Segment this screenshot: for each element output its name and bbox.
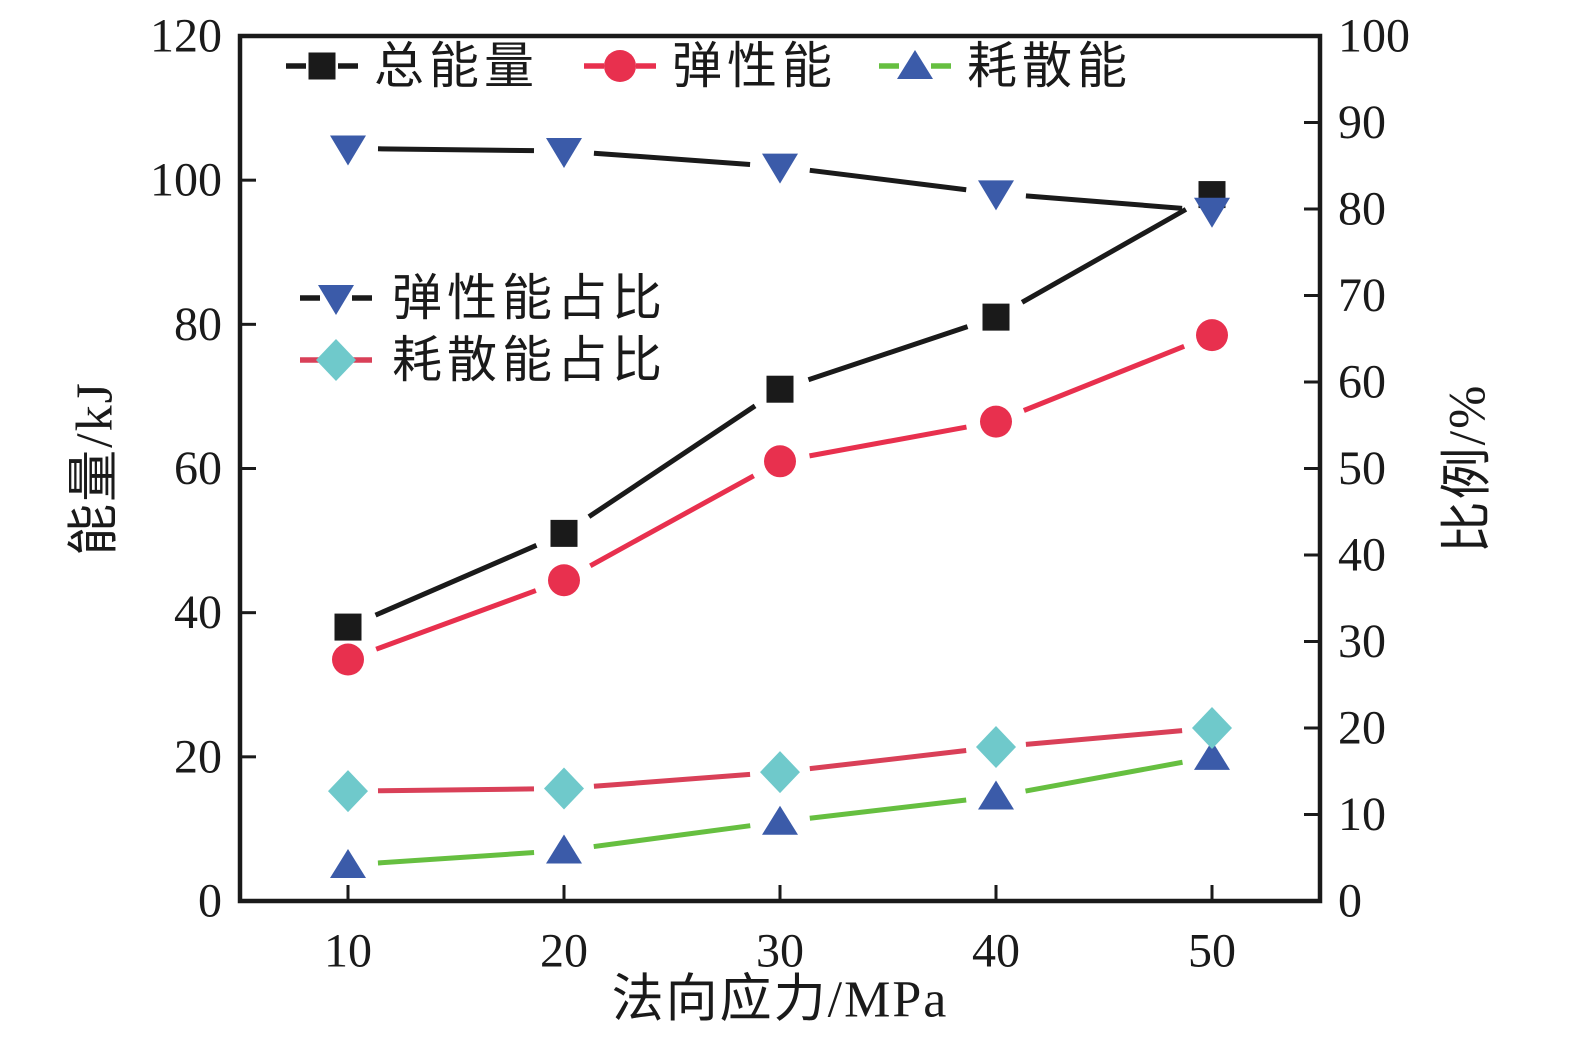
legend-diamond-icon <box>316 339 356 381</box>
elastic-energy-line <box>375 343 1186 652</box>
total-energy-markers <box>334 181 1226 641</box>
legend-square-icon <box>308 52 336 80</box>
legend-label-dissipated-energy-ratio: 耗散能占比 <box>392 332 667 388</box>
right-axis-tick-label: 40 <box>1338 529 1386 582</box>
elastic-energy-ratio-marker <box>546 138 582 169</box>
elastic-energy-segment <box>809 424 967 459</box>
x-axis-title: 法向应力/MPa <box>612 972 949 1029</box>
dissipated-energy-marker <box>546 834 582 864</box>
elastic-energy-ratio-segment <box>593 150 751 167</box>
total-energy-segment <box>807 324 969 383</box>
x-axis-tick-label: 50 <box>1188 925 1236 978</box>
legend-label-elastic-energy-ratio: 弹性能占比 <box>392 270 667 326</box>
dissipated-energy-ratio-segment <box>809 748 967 772</box>
legend-circle-icon <box>604 50 636 82</box>
dissipated-energy-segment <box>1025 759 1183 794</box>
x-axis-tick-label: 20 <box>540 925 588 978</box>
dissipated-energy-marker <box>762 805 798 835</box>
right-axis-tick-label: 0 <box>1338 875 1362 928</box>
elastic-energy-ratio-line <box>377 146 1183 211</box>
legend-item-elastic-energy: 弹性能 <box>584 38 837 94</box>
dissipated-energy-line <box>377 759 1183 866</box>
dissipated-energy-ratio-marker <box>976 726 1016 769</box>
legend-triangle-up-icon <box>897 50 933 79</box>
legend-label-dissipated-energy: 耗散能 <box>967 38 1132 94</box>
elastic-energy-segment <box>375 588 537 652</box>
dissipated-energy-segment <box>593 823 751 850</box>
total-energy-marker <box>766 375 794 403</box>
right-axis-tick-label: 50 <box>1338 442 1386 495</box>
elastic-energy-ratio-segment <box>809 167 967 193</box>
left-axis-tick-label: 0 <box>198 875 222 928</box>
legend-label-total-energy: 总能量 <box>374 38 539 94</box>
total-energy-segment <box>374 543 538 618</box>
left-axis-tick-label: 60 <box>174 442 222 495</box>
dissipated-energy-ratio-segment <box>593 771 751 789</box>
dissipated-energy-marker <box>978 780 1014 810</box>
dissipated-energy-ratio-marker <box>760 751 800 794</box>
elastic-energy-ratio-markers <box>330 135 1230 228</box>
dissipated-energy-ratio-line <box>377 728 1183 794</box>
left-axis-tick-label: 20 <box>174 730 222 783</box>
dissipated-energy-ratio-markers <box>328 707 1232 813</box>
right-axis-tick-label: 60 <box>1338 356 1386 409</box>
total-energy-segment <box>1020 207 1188 305</box>
dissipated-energy-ratio-segment <box>377 786 535 794</box>
elastic-energy-ratio-marker <box>978 180 1014 211</box>
dissipated-energy-segment <box>377 850 535 866</box>
dissipated-energy-ratio-marker <box>1192 707 1232 749</box>
x-axis-tick-label: 30 <box>756 925 804 978</box>
total-energy-segment <box>587 403 757 519</box>
elastic-energy-marker <box>332 643 364 676</box>
elastic-energy-segment <box>589 473 755 568</box>
x-axis-tick-label: 10 <box>324 925 372 978</box>
total-energy-marker <box>550 519 578 547</box>
dissipated-energy-segment <box>809 797 967 821</box>
legend-item-dissipated-energy-ratio: 耗散能占比 <box>300 332 667 388</box>
right-axis-tick-label: 20 <box>1338 702 1386 755</box>
left-axis-tick-label: 80 <box>174 298 222 351</box>
elastic-energy-marker <box>548 564 580 597</box>
right-axis-tick-label: 10 <box>1338 788 1386 841</box>
legend-label-elastic-energy: 弹性能 <box>672 38 837 94</box>
right-axis-tick-label: 80 <box>1338 183 1386 236</box>
legend-top: 总能量 弹性能 耗散能 <box>286 38 1132 94</box>
elastic-energy-ratio-segment <box>377 146 535 154</box>
right-axis-title: 比例/% <box>1440 384 1497 554</box>
x-axis-tick-label: 40 <box>972 925 1020 978</box>
elastic-energy-markers <box>332 319 1228 676</box>
legend-item-dissipated-energy: 耗散能 <box>879 38 1132 94</box>
dissipated-energy-ratio-marker <box>328 770 368 813</box>
total-energy-marker <box>334 613 362 641</box>
left-axis-tick-label: 120 <box>150 10 222 63</box>
left-axis-tick-label: 40 <box>174 586 222 639</box>
dissipated-energy-ratio-segment <box>1025 728 1183 747</box>
left-axis-title: 能量/kJ <box>67 381 124 556</box>
elastic-energy-ratio-marker <box>762 153 798 184</box>
dissipated-energy-marker <box>330 848 366 878</box>
dissipated-energy-marker <box>1194 740 1230 770</box>
legend-item-total-energy: 总能量 <box>286 38 539 94</box>
right-axis-tick-label: 30 <box>1338 615 1386 668</box>
right-axis-tick-label: 90 <box>1338 96 1386 149</box>
left-axis-tick-label: 100 <box>150 154 222 207</box>
right-axis-tick-label: 100 <box>1338 10 1410 63</box>
elastic-energy-ratio-marker <box>330 135 366 166</box>
legend-item-elastic-energy-ratio: 弹性能占比 <box>300 270 667 326</box>
elastic-energy-marker <box>1196 319 1228 352</box>
elastic-energy-ratio-segment <box>1025 193 1183 211</box>
elastic-energy-marker <box>764 445 796 478</box>
legend-triangle-down-icon <box>318 285 354 315</box>
elastic-energy-ratio-marker <box>1194 197 1230 228</box>
dissipated-energy-markers <box>330 740 1230 878</box>
total-energy-line <box>374 207 1188 618</box>
total-energy-marker <box>982 303 1010 331</box>
dissipated-energy-ratio-marker <box>544 767 584 810</box>
elastic-energy-segment <box>1022 343 1186 413</box>
elastic-energy-marker <box>980 405 1012 438</box>
right-axis-tick-label: 70 <box>1338 269 1386 322</box>
